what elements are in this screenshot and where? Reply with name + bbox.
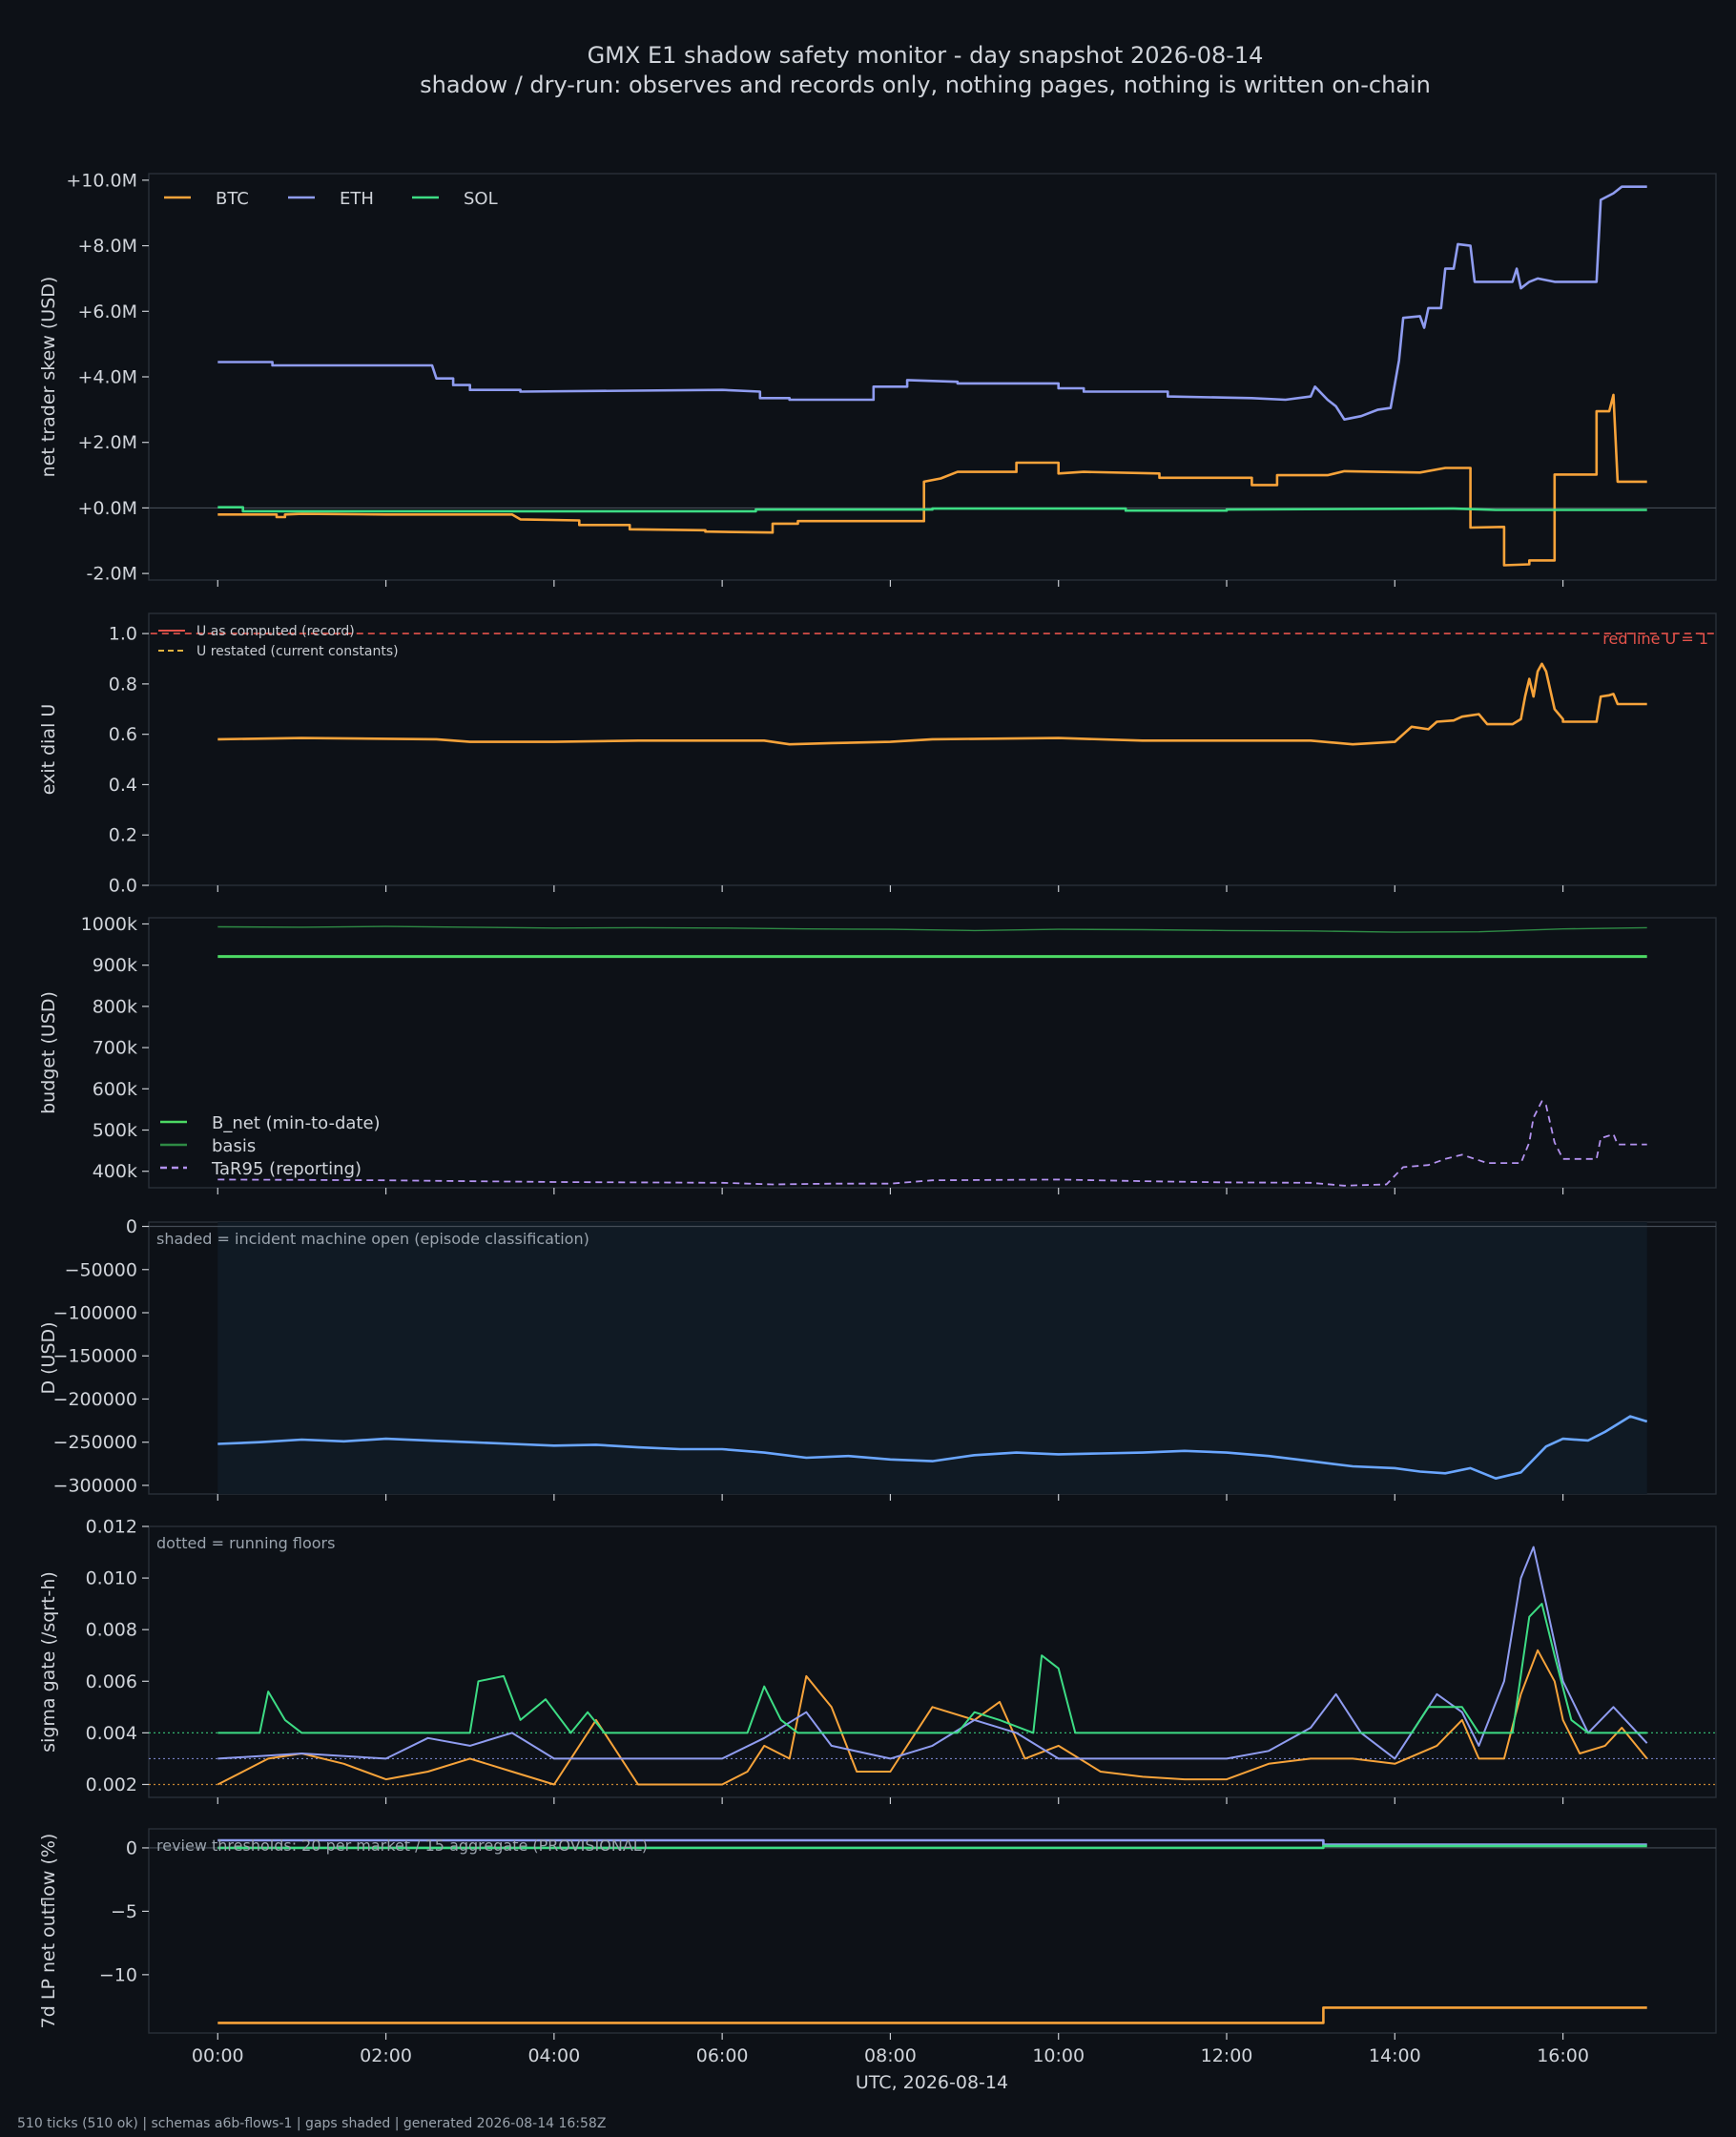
- legend-label: U as computed (record): [196, 624, 355, 639]
- legend-label: U restated (current constants): [196, 644, 399, 659]
- x-tick-label: 02:00: [360, 2045, 412, 2066]
- series-line-sol: [217, 506, 1647, 513]
- y-tick-label: 0.012: [86, 1517, 137, 1538]
- series-line-tar95-reporting-: [217, 1100, 1647, 1187]
- y-tick-label: 1000k: [81, 914, 137, 935]
- y-tick-label: 0.010: [86, 1568, 137, 1589]
- x-tick-label: 12:00: [1201, 2045, 1253, 2066]
- panel-outflow: −10 −5 0 7d LP net outflow (%) review thresh…: [38, 1828, 1717, 2040]
- panel-sigma: 0.002 0.004 0.006 0.008 0.010 0.012 sigma gate…: [38, 1517, 1717, 1804]
- y-tick-label: 0.2: [109, 825, 137, 846]
- x-tick-label: 00:00: [192, 2045, 244, 2066]
- legend-label: SOL: [464, 189, 498, 209]
- panel-budget: 400k 500k 600k 700k 800k 900k 1000k budget (USD…: [38, 914, 1717, 1194]
- y-tick-label: +6.0M: [77, 301, 137, 322]
- y-tick-label: 0.0: [109, 876, 137, 897]
- panel-skew: -2.0M +0.0M +2.0M +4.0M +6.0M +8.0M +10.0M net …: [38, 170, 1717, 587]
- legend-exitdial: U as computed (record) U restated (curren…: [158, 624, 399, 659]
- y-tick-label: −100000: [53, 1303, 137, 1324]
- y-tick-label: 0.8: [109, 674, 137, 695]
- chart-title: GMX E1 shadow safety monitor - day snaps…: [588, 42, 1264, 69]
- series-line-btc: [217, 2006, 1647, 2024]
- y-axis-label: exit dial U: [38, 704, 59, 796]
- series-line-sol: [217, 1603, 1647, 1734]
- y-tick-label: 400k: [93, 1161, 137, 1182]
- y-tick-label: +10.0M: [66, 170, 137, 191]
- y-tick-label: 700k: [93, 1038, 137, 1059]
- y-tick-label: −250000: [53, 1432, 137, 1453]
- series-line-eth: [217, 1546, 1648, 1760]
- y-tick-label: −5: [111, 1901, 137, 1922]
- x-tick-label: 06:00: [696, 2045, 749, 2066]
- y-axis-label: budget (USD): [38, 991, 59, 1114]
- series-line-u-as-computed-record-: [217, 662, 1647, 746]
- y-tick-label: −300000: [53, 1475, 137, 1496]
- y-axis-label: sigma gate (/sqrt-h): [38, 1571, 59, 1753]
- y-axis-label: D (USD): [38, 1321, 59, 1394]
- panels: -2.0M +0.0M +2.0M +4.0M +6.0M +8.0M +10.0M net …: [38, 170, 1717, 2066]
- panel-note: review thresholds: 20 per market / 15 ag…: [156, 1836, 648, 1855]
- x-tick-label: 10:00: [1032, 2045, 1085, 2066]
- series-line-eth: [217, 185, 1647, 421]
- y-tick-label: 900k: [93, 955, 137, 976]
- y-tick-label: −10: [99, 1964, 137, 1985]
- panel-frame: [148, 173, 1717, 581]
- legend-label: BTC: [216, 189, 249, 209]
- y-tick-label: −200000: [53, 1389, 137, 1410]
- y-tick-label: 1.0: [109, 624, 137, 645]
- y-axis-label: 7d LP net outflow (%): [38, 1834, 59, 2029]
- legend-label: ETH: [340, 189, 374, 209]
- y-tick-label: −150000: [53, 1346, 137, 1367]
- y-tick-label: 0: [126, 1216, 137, 1237]
- panel-frame: [148, 917, 1717, 1189]
- y-tick-label: 0.002: [86, 1774, 137, 1795]
- y-tick-label: 0.4: [109, 775, 137, 796]
- x-axis-label: UTC, 2026-08-14: [856, 2072, 1008, 2093]
- y-tick-label: 0.008: [86, 1620, 137, 1641]
- chart-subtitle: shadow / dry-run: observes and records o…: [420, 72, 1431, 98]
- y-tick-label: +2.0M: [77, 432, 137, 453]
- panel-frame: [148, 1525, 1717, 1798]
- legend-skew: BTC ETH SOL: [164, 189, 498, 209]
- series-line-sol: [217, 1844, 1647, 1850]
- y-axis-label: net trader skew (USD): [38, 277, 59, 478]
- y-tick-label: 0: [126, 1837, 137, 1858]
- panel-exitdial: 0.0 0.2 0.4 0.6 0.8 1.0 exit dial U red line U …: [38, 612, 1717, 897]
- legend-label: basis: [212, 1136, 256, 1156]
- x-axis: 00:00 02:00 04:00 06:00 08:00 10:00 12:00 14:00…: [192, 2045, 1589, 2066]
- incident-shade: [217, 1222, 1647, 1494]
- y-tick-label: 0.6: [109, 724, 137, 745]
- x-tick-label: 14:00: [1369, 2045, 1421, 2066]
- panel-note: shaded = incident machine open (episode …: [156, 1230, 589, 1248]
- y-tick-label: 800k: [93, 996, 137, 1017]
- redline-annotation: red line U = 1: [1602, 630, 1708, 648]
- y-tick-label: -2.0M: [87, 564, 137, 585]
- y-tick-label: 0.006: [86, 1671, 137, 1692]
- legend-label: B_net (min-to-date): [212, 1113, 381, 1133]
- panel-note: dotted = running floors: [156, 1534, 335, 1552]
- y-tick-label: 0.004: [86, 1723, 137, 1744]
- series-line-btc: [217, 393, 1647, 567]
- series-line-basis: [217, 925, 1647, 933]
- y-tick-label: 600k: [93, 1079, 137, 1100]
- series-line-d: [217, 1415, 1648, 1480]
- y-tick-label: +8.0M: [77, 236, 137, 257]
- panel-frame: [148, 1828, 1717, 2034]
- x-tick-label: 16:00: [1537, 2045, 1589, 2066]
- legend-label: TaR95 (reporting): [211, 1159, 362, 1179]
- x-tick-label: 04:00: [527, 2045, 580, 2066]
- panel-frame: [148, 612, 1717, 886]
- y-tick-label: −50000: [65, 1259, 137, 1280]
- y-tick-label: 500k: [93, 1120, 137, 1141]
- legend-budget: B_net (min-to-date) basis TaR95 (reporting…: [160, 1113, 381, 1179]
- panel-drawdown: −300000 −250000 −200000 −150000 −100000 −5000…: [38, 1216, 1717, 1501]
- footer-text: 510 ticks (510 ok) | schemas a6b-flows-1…: [17, 2116, 606, 2131]
- x-tick-label: 08:00: [864, 2045, 917, 2066]
- y-tick-label: +4.0M: [77, 367, 137, 388]
- y-tick-label: +0.0M: [77, 498, 137, 519]
